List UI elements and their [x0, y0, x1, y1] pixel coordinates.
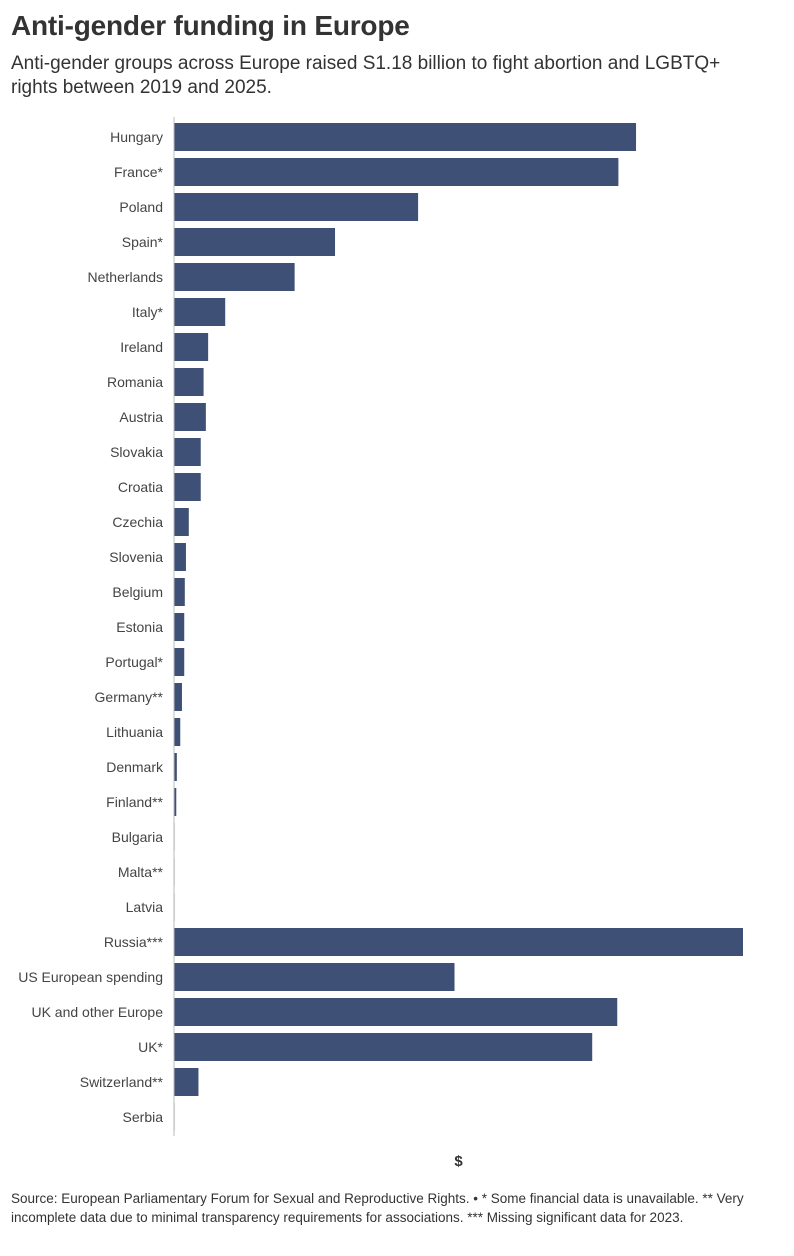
bar-uk: [174, 1033, 593, 1061]
bar-hungary: [174, 123, 637, 151]
bar-spain: [174, 228, 336, 256]
category-label-uk-and-other-europe: UK and other Europe: [31, 1004, 163, 1020]
category-label-czechia: Czechia: [112, 514, 163, 530]
bar-uk-and-other-europe: [174, 998, 618, 1026]
bar-austria: [174, 403, 206, 431]
category-label-finland: Finland**: [106, 794, 163, 810]
category-label-malta: Malta**: [118, 864, 164, 880]
bar-slovakia: [174, 438, 201, 466]
bar-finland: [174, 788, 177, 816]
category-label-ireland: Ireland: [120, 339, 163, 355]
category-label-estonia: Estonia: [116, 619, 163, 635]
x-axis-label: $: [454, 1153, 463, 1170]
category-label-serbia: Serbia: [123, 1109, 164, 1125]
chart-subtitle: Anti-gender groups across Europe raised …: [11, 53, 721, 98]
category-label-denmark: Denmark: [106, 759, 164, 775]
category-label-germany: Germany**: [95, 689, 164, 705]
category-label-bulgaria: Bulgaria: [112, 829, 164, 845]
category-label-portugal: Portugal*: [105, 654, 163, 670]
bar-croatia: [174, 473, 201, 501]
bar-poland: [174, 193, 419, 221]
category-label-romania: Romania: [107, 374, 163, 390]
bar-us-european-spending: [174, 963, 455, 991]
bar-denmark: [174, 753, 177, 781]
category-label-hungary: Hungary: [110, 129, 163, 145]
category-label-us-european-spending: US European spending: [18, 969, 163, 985]
bar-germany: [174, 683, 182, 711]
category-label-russia: Russia***: [104, 934, 164, 950]
bar-portugal: [174, 648, 185, 676]
bar-lithuania: [174, 718, 181, 746]
category-label-belgium: Belgium: [112, 584, 163, 600]
bar-netherlands: [174, 263, 295, 291]
category-label-austria: Austria: [119, 409, 163, 425]
bar-czechia: [174, 508, 189, 536]
category-label-lithuania: Lithuania: [106, 724, 163, 740]
category-label-uk: UK*: [138, 1039, 163, 1055]
source-note: Source: European Parliamentary Forum for…: [11, 1191, 744, 1225]
category-label-latvia: Latvia: [126, 899, 164, 915]
category-label-croatia: Croatia: [118, 479, 163, 495]
bar-chart: Hungary France* Poland Spain* Netherlands Ita…: [18, 117, 743, 1170]
bar-slovenia: [174, 543, 186, 571]
bar-italy: [174, 298, 226, 326]
category-label-italy: Italy*: [132, 304, 164, 320]
category-label-poland: Poland: [119, 199, 163, 215]
category-label-slovakia: Slovakia: [110, 444, 163, 460]
category-labels-group: Hungary France* Poland Spain* Netherlands Ita…: [18, 129, 164, 1125]
bar-switzerland: [174, 1068, 199, 1096]
category-label-spain: Spain*: [122, 234, 164, 250]
bar-ireland: [174, 333, 209, 361]
category-label-france: France*: [114, 164, 164, 180]
category-label-slovenia: Slovenia: [109, 549, 163, 565]
category-label-switzerland: Switzerland**: [80, 1074, 164, 1090]
bar-russia: [174, 928, 743, 956]
bar-estonia: [174, 613, 185, 641]
chart-title: Anti-gender funding in Europe: [11, 10, 410, 41]
bars-group: [174, 123, 743, 1131]
bar-belgium: [174, 578, 185, 606]
bar-france: [174, 158, 619, 186]
category-label-netherlands: Netherlands: [88, 269, 164, 285]
bar-romania: [174, 368, 204, 396]
